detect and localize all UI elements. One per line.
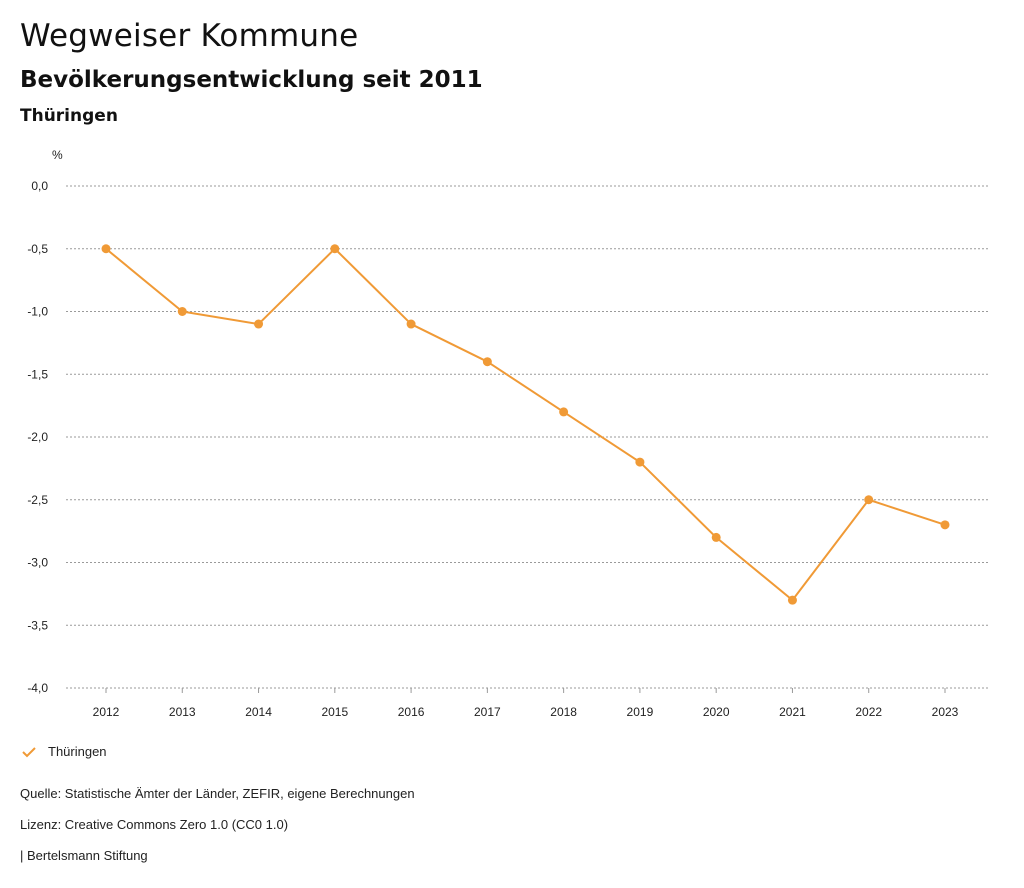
data-point <box>711 532 721 542</box>
y-tick-label: 0,0 <box>31 179 48 193</box>
region-label: Thüringen <box>20 106 118 126</box>
x-tick-label: 2017 <box>474 705 501 719</box>
x-tick-label: 2023 <box>932 705 959 719</box>
data-point <box>864 495 874 505</box>
x-axis-ticks: 2012 2013 2014 2015 2016 2017 2018 2019 2020 2021… <box>93 688 959 719</box>
source-note: Quelle: Statistische Ämter der Länder, Z… <box>20 786 415 801</box>
x-tick-label: 2016 <box>398 705 425 719</box>
x-tick-label: 2018 <box>550 705 577 719</box>
x-tick-label: 2015 <box>321 705 348 719</box>
data-point <box>330 244 340 254</box>
chart-subtitle: Bevölkerungsentwicklung seit 2011 <box>20 67 483 93</box>
x-tick-label: 2012 <box>93 705 120 719</box>
data-point <box>406 319 416 329</box>
license-note: Lizenz: Creative Commons Zero 1.0 (CC0 1… <box>20 817 289 832</box>
y-tick-label: -0,5 <box>27 242 48 256</box>
y-tick-label: -1,5 <box>27 367 48 381</box>
page-title: Wegweiser Kommune <box>20 18 359 54</box>
series-thueringen <box>101 244 950 605</box>
series-line <box>105 247 946 602</box>
data-point <box>254 319 264 329</box>
y-tick-label: -3,0 <box>27 556 48 570</box>
y-tick-label: -1,0 <box>27 305 48 319</box>
y-tick-label: -3,5 <box>27 618 48 632</box>
x-tick-label: 2020 <box>703 705 730 719</box>
chart-legend[interactable]: Thüringen <box>22 744 107 759</box>
x-tick-label: 2014 <box>245 705 272 719</box>
y-tick-label: -2,5 <box>27 493 48 507</box>
y-axis-ticks: % 0,0 -0,5 -1,0 -1,5 -2,0 -2,5 -3,0 -3,5 -4,0 <box>27 148 63 695</box>
x-tick-label: 2021 <box>779 705 806 719</box>
publisher-note: | Bertelsmann Stiftung <box>20 848 148 863</box>
data-point <box>940 520 950 530</box>
y-axis-unit-label: % <box>52 148 63 162</box>
x-tick-label: 2013 <box>169 705 196 719</box>
data-point <box>787 595 797 605</box>
data-point <box>482 357 492 367</box>
x-tick-label: 2019 <box>627 705 654 719</box>
data-point <box>559 407 569 417</box>
y-tick-label: -2,0 <box>27 430 48 444</box>
line-chart: % 0,0 -0,5 -1,0 -1,5 -2,0 -2,5 -3,0 -3,5 -4,0 201… <box>27 148 990 719</box>
data-point <box>635 457 645 467</box>
gridlines <box>66 185 990 689</box>
data-point <box>101 244 111 254</box>
legend-label: Thüringen <box>48 744 107 759</box>
data-point <box>177 307 187 316</box>
check-mark-icon <box>22 746 36 757</box>
y-tick-label: -4,0 <box>27 681 48 695</box>
x-tick-label: 2022 <box>855 705 882 719</box>
